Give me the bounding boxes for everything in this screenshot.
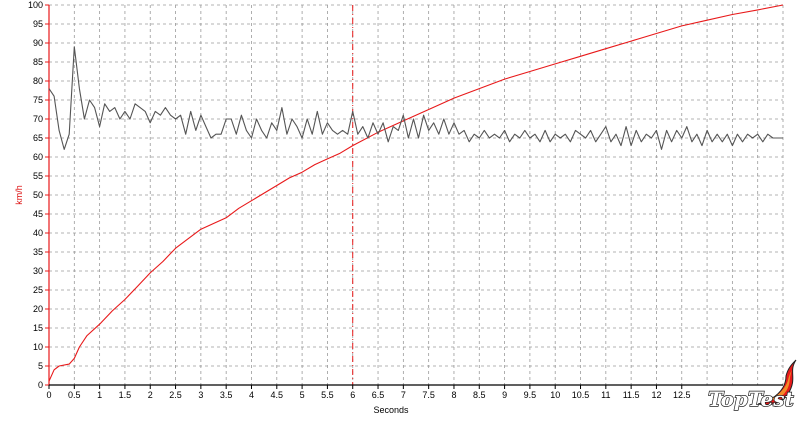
y-tick-label: 25 [33,285,43,295]
logo-text: TopTest [708,387,794,411]
y-tick-label: 50 [33,190,43,200]
x-tick-label: 8 [451,390,456,400]
series-lines [48,4,784,382]
x-tick-label: 9 [502,390,507,400]
y-tick-label: 15 [33,323,43,333]
y-tick-label: 95 [33,19,43,29]
x-tick-label: 10 [550,390,560,400]
x-tick-label: 6 [350,390,355,400]
y-tick-label: 5 [38,361,43,371]
y-axis-label: km/h [14,185,24,205]
y-tick-label: 90 [33,38,43,48]
x-tick-label: 5.5 [321,390,334,400]
x-tick-label: 7 [401,390,406,400]
y-tick-label: 85 [33,57,43,67]
grid [48,4,784,386]
x-tick-label: 8.5 [473,390,486,400]
y-tick-label: 80 [33,76,43,86]
x-tick-label: 1.5 [119,390,132,400]
y-tick-label: 45 [33,209,43,219]
y-tick-label: 0 [38,380,43,390]
x-tick-label: 12.5 [673,390,691,400]
tick-labels: 0510152025303540455055606570758085909510… [28,0,691,400]
y-tick-label: 10 [33,342,43,352]
x-tick-label: 12 [651,390,661,400]
x-tick-label: 5 [300,390,305,400]
axes [45,4,783,389]
logo-flame [757,359,797,406]
y-tick-label: 75 [33,95,43,105]
y-tick-label: 20 [33,304,43,314]
series-line-1 [48,4,784,382]
x-tick-label: 2 [148,390,153,400]
x-tick-label: 11 [601,390,610,400]
x-tick-label: 9.5 [524,390,537,400]
x-tick-label: 3.5 [220,390,233,400]
logo-flame-inner [768,370,792,401]
y-tick-label: 70 [33,114,43,124]
x-tick-label: 4 [249,390,254,400]
x-tick-label: 11.5 [623,390,640,400]
y-tick-label: 55 [33,171,43,181]
x-tick-label: 10.5 [572,390,590,400]
y-tick-label: 35 [33,247,43,257]
y-tick-label: 65 [33,133,43,143]
y-tick-label: 30 [33,266,43,276]
series-line-2 [48,46,783,150]
x-tick-label: 3 [198,390,203,400]
x-tick-label: 7.5 [422,390,435,400]
y-tick-label: 40 [33,228,43,238]
toptest-logo: TopTest [707,359,797,412]
x-tick-label: 0 [46,390,51,400]
y-tick-label: 100 [28,0,43,10]
x-axis-label: Seconds [373,405,409,415]
x-tick-label: 1 [97,390,102,400]
x-tick-label: 2.5 [169,390,182,400]
x-tick-label: 0.5 [68,390,81,400]
x-tick-label: 4.5 [271,390,284,400]
x-tick-label: 6.5 [372,390,385,400]
y-tick-label: 60 [33,152,43,162]
